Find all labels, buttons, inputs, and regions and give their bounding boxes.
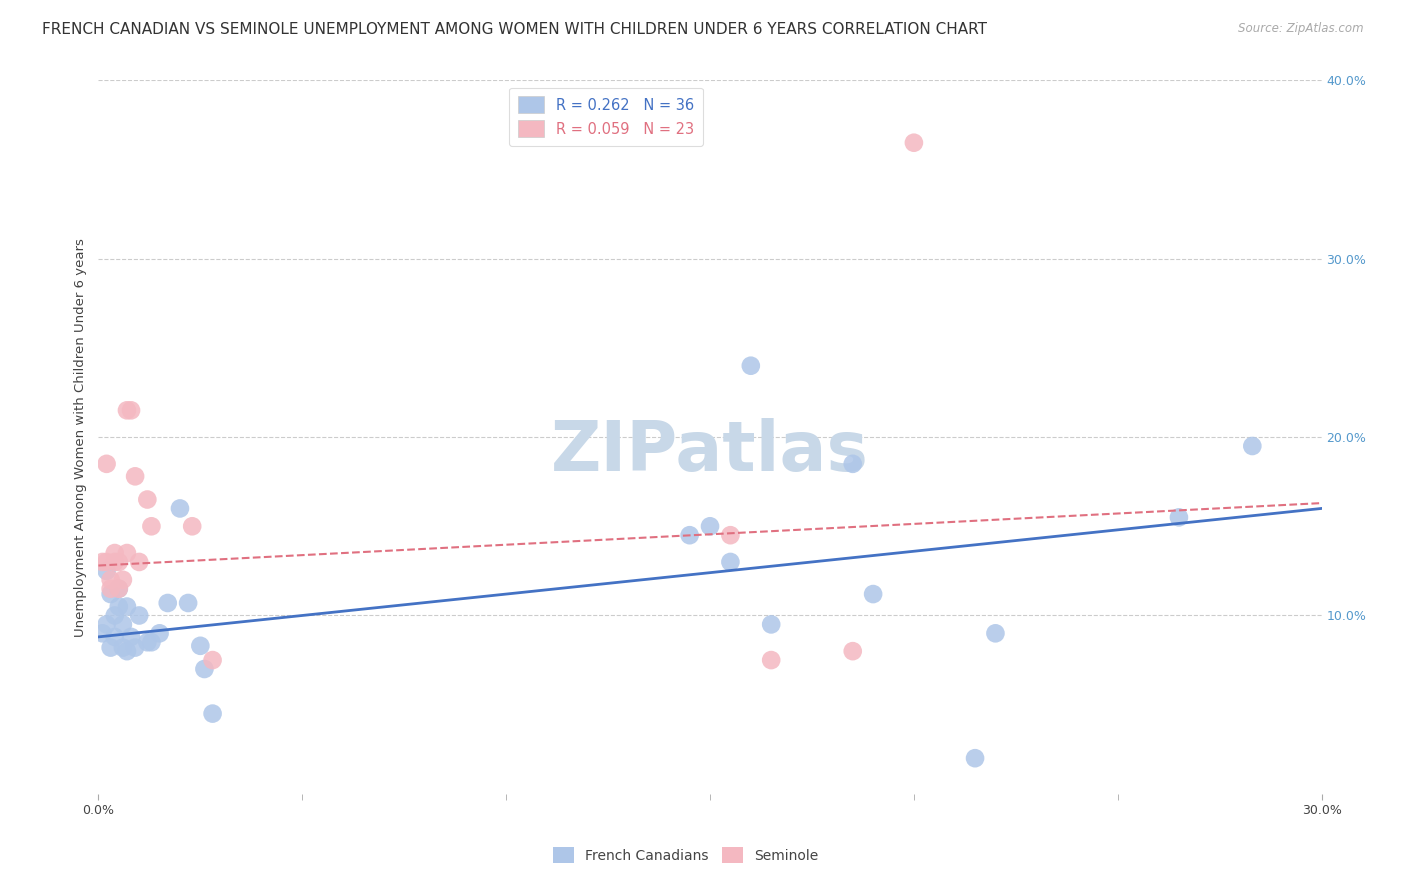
Point: [100, 573, 122, 587]
Point: [141, 519, 163, 533]
Point: [124, 640, 146, 655]
Point: [720, 555, 742, 569]
Point: [111, 617, 134, 632]
Point: [96, 457, 118, 471]
Point: [841, 644, 863, 658]
Point: [104, 630, 127, 644]
Point: [91, 626, 114, 640]
Point: [100, 587, 122, 601]
Point: [699, 519, 721, 533]
Point: [156, 596, 179, 610]
Point: [96, 555, 118, 569]
Point: [124, 469, 146, 483]
Point: [96, 564, 118, 578]
Point: [201, 653, 224, 667]
Y-axis label: Unemployment Among Women with Children Under 6 years: Unemployment Among Women with Children U…: [75, 237, 87, 637]
Point: [181, 519, 204, 533]
Point: [108, 599, 131, 614]
Legend: French Canadians, Seminole: French Canadians, Seminole: [547, 842, 824, 869]
Point: [100, 640, 122, 655]
Point: [149, 626, 172, 640]
Point: [104, 608, 127, 623]
Point: [965, 751, 987, 765]
Point: [903, 136, 925, 150]
Point: [761, 617, 783, 632]
Point: [193, 662, 215, 676]
Point: [120, 630, 142, 644]
Point: [128, 555, 150, 569]
Point: [108, 582, 131, 596]
Point: [177, 596, 200, 610]
Point: [104, 546, 127, 560]
Point: [115, 599, 138, 614]
Point: [100, 582, 122, 596]
Point: [128, 608, 150, 623]
Text: ZIPatlas: ZIPatlas: [551, 417, 869, 485]
Point: [1241, 439, 1264, 453]
Text: Source: ZipAtlas.com: Source: ZipAtlas.com: [1239, 22, 1364, 36]
Point: [841, 457, 863, 471]
Point: [141, 635, 163, 649]
Point: [679, 528, 702, 542]
Point: [115, 403, 138, 417]
Point: [201, 706, 224, 721]
Text: FRENCH CANADIAN VS SEMINOLE UNEMPLOYMENT AMONG WOMEN WITH CHILDREN UNDER 6 YEARS: FRENCH CANADIAN VS SEMINOLE UNEMPLOYMENT…: [42, 22, 987, 37]
Point: [136, 492, 159, 507]
Point: [96, 617, 118, 632]
Point: [115, 546, 138, 560]
Point: [188, 639, 212, 653]
Point: [862, 587, 884, 601]
Point: [108, 555, 131, 569]
Point: [740, 359, 762, 373]
Point: [984, 626, 1007, 640]
Point: [1167, 510, 1189, 524]
Point: [111, 573, 134, 587]
Point: [104, 555, 127, 569]
Point: [169, 501, 191, 516]
Point: [136, 635, 159, 649]
Point: [108, 582, 131, 596]
Point: [720, 528, 742, 542]
Point: [761, 653, 783, 667]
Point: [120, 403, 142, 417]
Point: [91, 555, 114, 569]
Point: [115, 644, 138, 658]
Point: [111, 640, 134, 655]
